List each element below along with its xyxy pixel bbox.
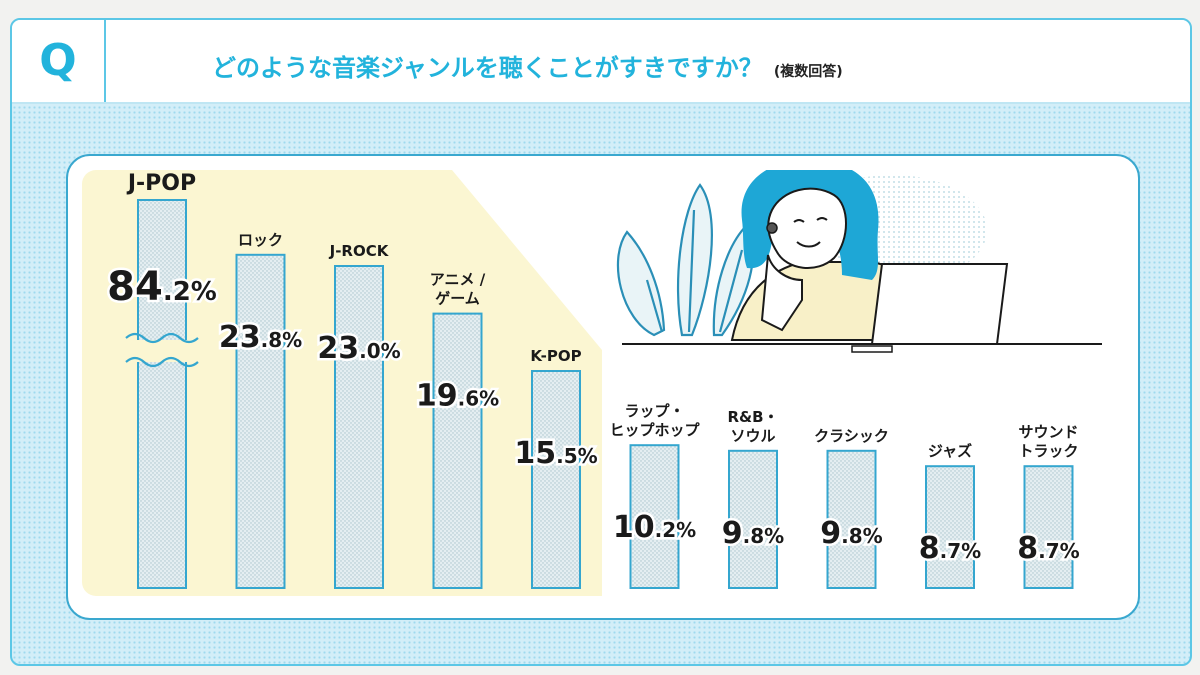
bar-3 <box>432 312 483 589</box>
question-header: Q どのような音楽ジャンルを聴くことがすきですか？ (複数回答) <box>12 20 1190 104</box>
value-label-1: 23.8% <box>219 320 302 355</box>
laptop-base <box>851 345 893 353</box>
plant-illustration <box>616 183 755 337</box>
eyes <box>793 217 828 223</box>
value-label-0: 84.2% <box>107 264 217 310</box>
bar-1 <box>235 253 286 590</box>
axis-break-gap <box>124 340 200 362</box>
bar-4 <box>531 370 581 589</box>
value-label-5: 10.2% <box>613 510 696 545</box>
question-text: どのような音楽ジャンルを聴くことがすきですか？ <box>212 54 763 82</box>
chart-panel: J-POP 84.2% ロック 23.8% J-ROCK 23.0% アニメ / ゲーム 19.… <box>82 170 1120 596</box>
q-letter: Q <box>39 35 77 86</box>
category-label-1-0: ロック <box>238 231 283 249</box>
question-note: (複数回答) <box>773 64 843 80</box>
category-label-7-0: クラシック <box>814 427 889 445</box>
bar-9 <box>1023 465 1074 590</box>
category-label-5-1: ヒップホップ <box>609 421 700 439</box>
hand <box>760 254 803 332</box>
bar-7 <box>826 449 877 589</box>
category-label-8-0: ジャズ <box>928 442 972 460</box>
bar-8 <box>925 465 975 590</box>
axis-break-wave-1 <box>125 356 199 368</box>
question-title: どのような音楽ジャンルを聴くことがすきですか？ (複数回答) <box>212 48 843 83</box>
woman-with-laptop-illustration <box>616 170 1102 353</box>
bar-2 <box>334 265 384 589</box>
axis-break-wave-0 <box>125 332 199 344</box>
face <box>767 187 847 270</box>
question-card: Q どのような音楽ジャンルを聴くことがすきですか？ (複数回答) <box>10 18 1192 666</box>
value-label-9: 8.7% <box>1017 531 1079 566</box>
q-badge: Q <box>12 20 106 102</box>
smile <box>796 241 821 248</box>
value-label-8: 8.7% <box>919 531 981 566</box>
earbud <box>766 222 778 234</box>
bar-5 <box>629 444 680 590</box>
bar-0 <box>137 199 187 589</box>
laptop <box>870 263 1009 345</box>
hair <box>741 170 879 280</box>
category-label-9-1: トラック <box>1018 442 1078 460</box>
value-label-6: 9.8% <box>722 516 784 551</box>
value-label-2: 23.0% <box>317 331 400 366</box>
category-label-6-0: R&B・ <box>727 408 778 426</box>
category-label-2-0: J-ROCK <box>329 242 390 260</box>
chart-frame: J-POP 84.2% ロック 23.8% J-ROCK 23.0% アニメ / ゲーム 19.… <box>66 154 1140 620</box>
category-label-9-0: サウンド <box>1018 423 1078 441</box>
category-label-3-0: アニメ / <box>430 271 486 289</box>
value-label-3: 19.6% <box>416 379 499 414</box>
category-label-6-1: ソウル <box>730 427 775 445</box>
category-label-5-0: ラップ・ <box>624 402 684 420</box>
value-label-4: 15.5% <box>514 436 597 471</box>
category-label-3-1: ゲーム <box>435 290 480 308</box>
category-label-4-0: K-POP <box>530 347 581 365</box>
category-label-0-0: J-POP <box>126 171 196 196</box>
bars-layer: J-POP 84.2% ロック 23.8% J-ROCK 23.0% アニメ /ゲーム 19.… <box>105 171 1082 590</box>
bar-chart: J-POP 84.2% ロック 23.8% J-ROCK 23.0% アニメ /ゲーム 19.… <box>82 170 1102 596</box>
value-label-7: 9.8% <box>820 516 882 551</box>
bar-6 <box>728 449 778 589</box>
